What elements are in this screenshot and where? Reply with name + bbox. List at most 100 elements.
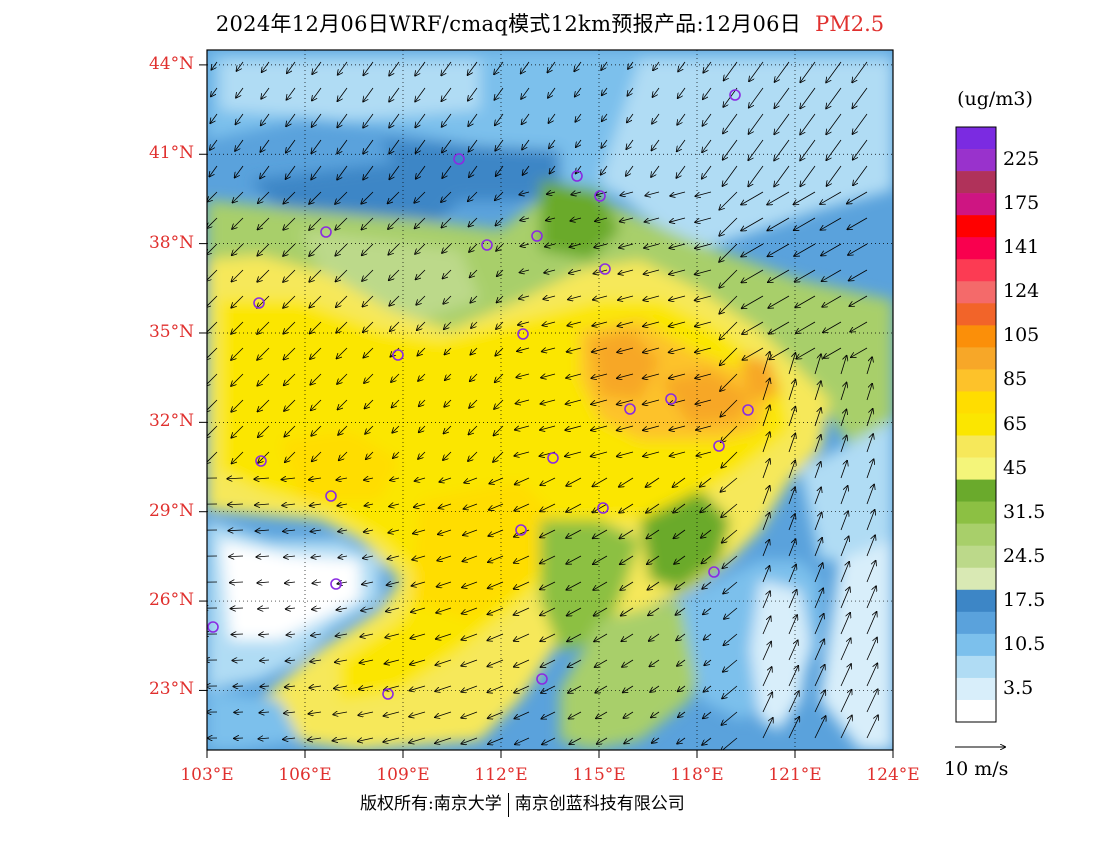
wind-arrow [724, 61, 738, 80]
wind-arrow [626, 139, 634, 149]
wind-arrow [310, 504, 322, 506]
wind-arrow [521, 61, 530, 73]
wind-arrow [442, 243, 452, 253]
wind-arrow [231, 425, 244, 438]
wind-arrow [366, 451, 374, 459]
wind-arrow [463, 555, 478, 561]
wind-arrow [287, 87, 296, 100]
wind-arrow [866, 409, 873, 427]
wind-arrow [522, 113, 530, 124]
wind-arrow [236, 113, 244, 124]
wind-arrow [338, 425, 348, 435]
wind-arrow [363, 556, 374, 558]
wind-arrow [643, 425, 660, 430]
wind-arrow [788, 615, 797, 635]
wind-arrow [257, 347, 270, 360]
wind-arrow [441, 61, 452, 75]
colorbar-label: 105 [1003, 324, 1040, 347]
wind-arrow [695, 295, 712, 300]
lat-label: 23°N [148, 679, 194, 700]
wind-arrow [312, 451, 322, 461]
wind-arrow [309, 243, 322, 256]
wind-arrow [800, 165, 816, 186]
wind-arrow [617, 399, 634, 404]
wind-arrow [494, 61, 504, 74]
wind-arrow [768, 243, 790, 256]
wind-arrow [540, 633, 556, 641]
wind-arrow [591, 425, 608, 430]
wind-arrow [722, 555, 738, 568]
wind-arrow [337, 113, 348, 127]
wind-arrow [337, 582, 348, 584]
wind-arrow [385, 660, 400, 664]
wind-arrow [488, 607, 504, 614]
wind-arrow [620, 555, 634, 564]
wind-arrow [338, 399, 348, 409]
wind-arrow [362, 269, 374, 281]
wind-arrow [312, 582, 322, 583]
wind-arrow [488, 711, 504, 718]
wind-arrow [597, 737, 608, 744]
lon-label: 124°E [866, 765, 920, 785]
wind-arrow [742, 321, 764, 334]
wind-arrow [336, 321, 348, 333]
wind-arrow [721, 425, 738, 442]
lon-label: 109°E [376, 765, 430, 785]
wind-arrow [470, 295, 478, 303]
wind-arrow [721, 503, 738, 517]
wind-arrow [677, 139, 686, 151]
station-marker [481, 239, 493, 251]
wind-arrow [866, 384, 872, 401]
wind-arrow [594, 607, 608, 616]
wind-arrow [866, 561, 876, 583]
wind-arrow [567, 633, 582, 641]
wind-arrow [389, 504, 400, 507]
wind-arrow [866, 459, 874, 479]
wind-arrow [826, 113, 842, 134]
wind-arrow [673, 503, 686, 513]
wind-arrow [387, 582, 400, 585]
colorbar-swatch [956, 567, 996, 591]
wind-arrow [601, 139, 608, 148]
wind-arrow [443, 451, 452, 460]
wind-arrow [233, 191, 244, 202]
wind-arrow [419, 425, 426, 432]
wind-arrow [643, 347, 660, 352]
wind-arrow [565, 425, 582, 430]
wind-arrow [287, 634, 296, 635]
wind-arrow [311, 139, 322, 153]
wind-arrow [595, 659, 608, 667]
colorbar-label: 225 [1003, 148, 1040, 171]
wind-arrow [767, 217, 790, 230]
lon-label: 115°E [572, 765, 626, 785]
wind-arrow [648, 607, 660, 615]
wind-arrow [567, 607, 582, 616]
wind-arrow [312, 556, 322, 557]
wind-arrow [618, 269, 634, 274]
wind-arrow [236, 87, 244, 98]
wind-arrow [723, 581, 738, 594]
wind-arrow [676, 633, 686, 640]
wind-arrow [748, 139, 764, 160]
vector-legend-label: 10 m/s [944, 758, 1009, 780]
wind-arrow [695, 217, 712, 222]
wind-arrow [541, 685, 556, 693]
wind-arrow [436, 633, 452, 639]
wind-arrow [255, 504, 270, 505]
wind-arrow [622, 659, 634, 667]
wind-arrow [644, 243, 660, 248]
wind-arrow [543, 322, 556, 325]
wind-arrow [795, 269, 816, 282]
wind-arrow [569, 711, 582, 719]
colorbar-swatch [956, 523, 996, 547]
wind-arrow [392, 425, 400, 433]
wind-arrow [362, 243, 374, 255]
wind-arrow [695, 373, 712, 378]
wind-arrow [494, 87, 504, 100]
wind-arrow [566, 581, 582, 590]
wind-arrow [676, 165, 686, 178]
wind-arrow [309, 269, 322, 282]
wind-arrow [646, 529, 660, 538]
wind-arrow [337, 87, 348, 101]
wind-arrow [826, 139, 842, 160]
